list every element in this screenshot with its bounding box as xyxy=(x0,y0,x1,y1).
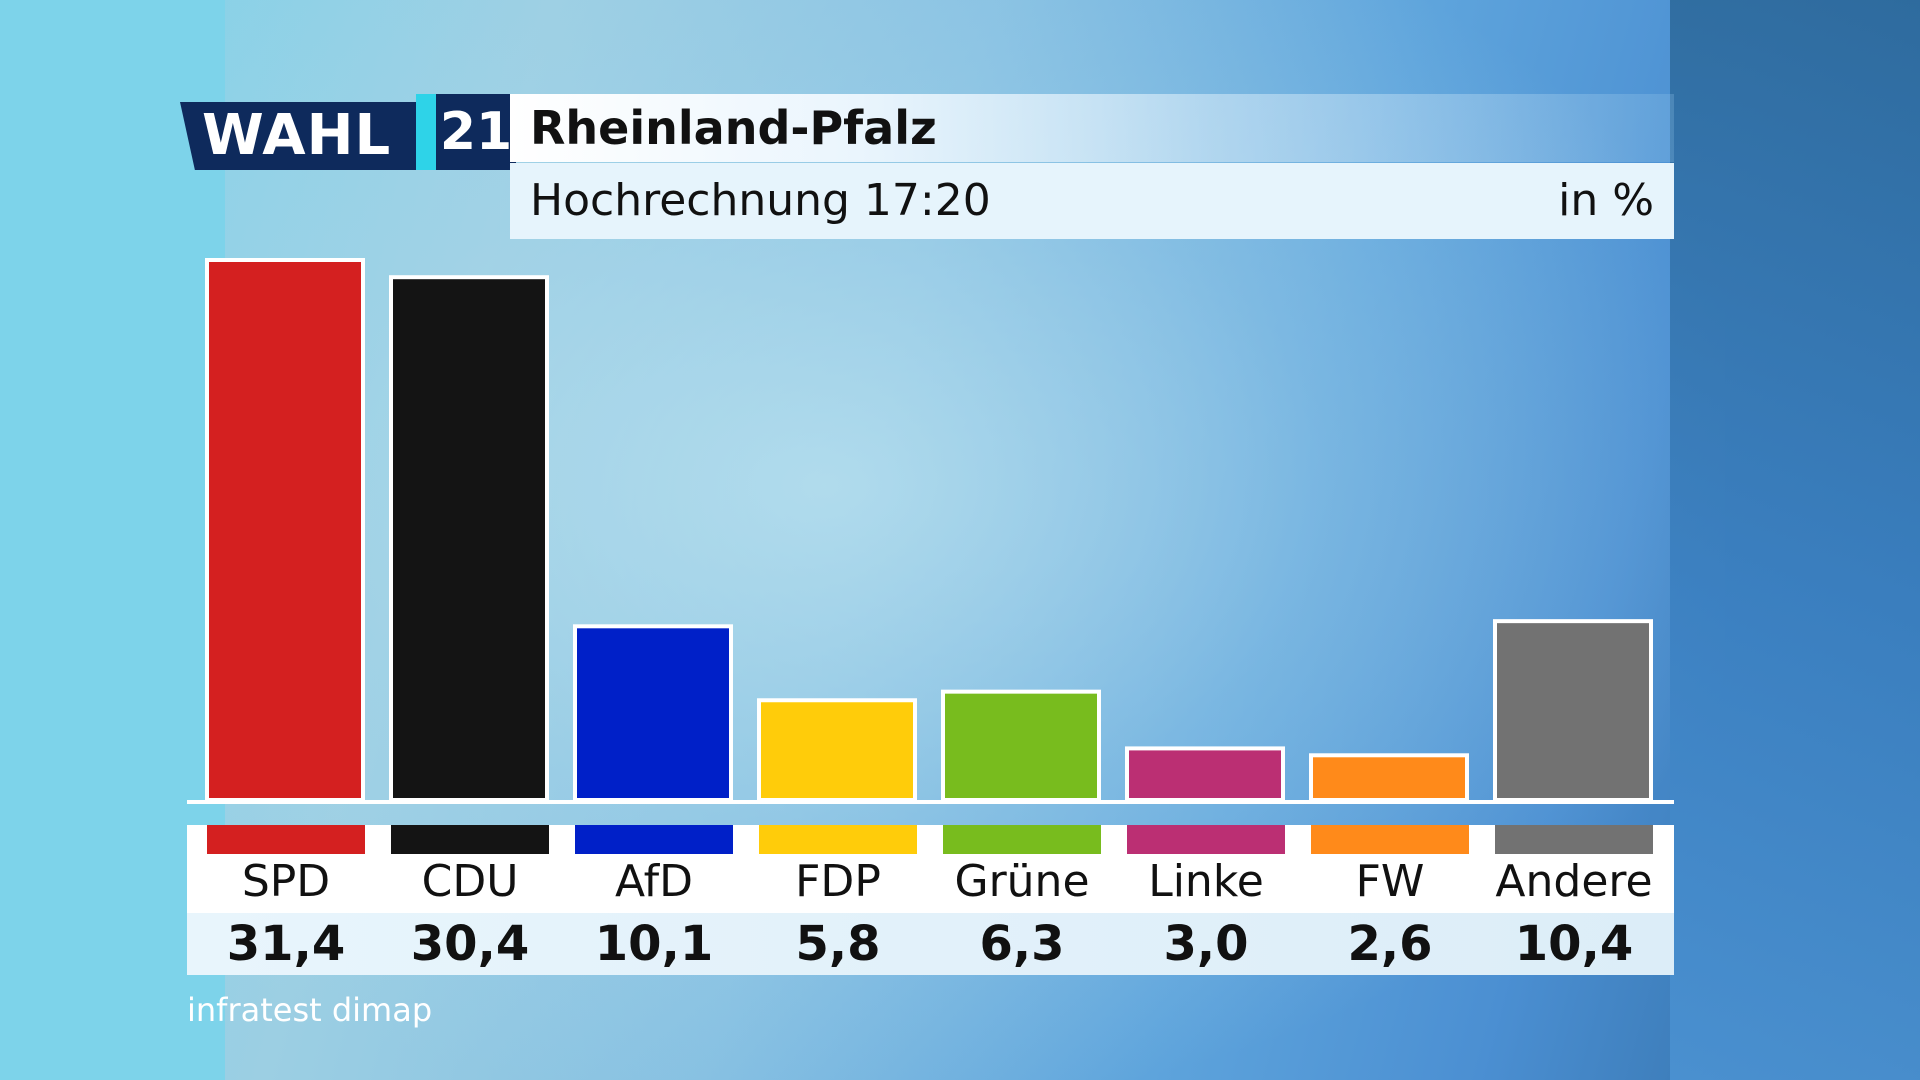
source-label: infratest dimap xyxy=(187,991,433,1029)
party-label: CDU xyxy=(421,856,519,907)
party-label: AfD xyxy=(615,856,693,907)
bar-fdp xyxy=(757,698,917,802)
chart-subtitle-text: Hochrechnung 17:20 xyxy=(530,175,991,226)
logo-year: 21 xyxy=(436,94,516,170)
bar-spd xyxy=(205,258,365,802)
bar-grüne xyxy=(941,689,1101,803)
legend-swatch xyxy=(1495,825,1653,854)
party-label: FDP xyxy=(795,856,881,907)
chart-title: Rheinland-Pfalz xyxy=(510,94,1674,162)
value-label: 6,3 xyxy=(979,916,1065,972)
legend-swatch xyxy=(1311,825,1469,854)
chart-baseline xyxy=(187,800,1674,804)
legend-swatch xyxy=(391,825,549,854)
bar-linke xyxy=(1125,746,1285,803)
party-label: Linke xyxy=(1148,856,1264,907)
party-label: FW xyxy=(1355,856,1425,907)
bar-fw xyxy=(1309,753,1469,802)
legend-swatch xyxy=(1127,825,1285,854)
background-right xyxy=(1670,0,1920,1080)
chart-title-text: Rheinland-Pfalz xyxy=(530,101,937,155)
legend-value-row xyxy=(187,913,1674,975)
legend-table: SPD 31,4 CDU 30,4 AfD 10,1 FDP 5,8 Grüne 6,3 Linke… xyxy=(187,825,1674,975)
wahl-logo: WAHL 21 xyxy=(180,94,516,170)
bar-cdu xyxy=(389,275,549,802)
value-label: 5,8 xyxy=(795,916,881,972)
value-label: 3,0 xyxy=(1163,916,1249,972)
value-label: 31,4 xyxy=(226,916,346,972)
chart-subtitle: Hochrechnung 17:20 in % xyxy=(510,163,1674,239)
legend-swatch xyxy=(943,825,1101,854)
logo-accent-stripe xyxy=(416,94,438,170)
party-label: SPD xyxy=(241,856,331,907)
unit-label: in % xyxy=(1558,175,1654,226)
value-label: 10,1 xyxy=(594,916,714,972)
value-label: 10,4 xyxy=(1514,916,1634,972)
value-label: 2,6 xyxy=(1347,916,1433,972)
party-label: Grüne xyxy=(954,856,1090,907)
party-label: Andere xyxy=(1495,856,1653,907)
value-label: 30,4 xyxy=(410,916,530,972)
legend-swatch xyxy=(575,825,733,854)
legend-swatch xyxy=(759,825,917,854)
logo-wahl-text: WAHL xyxy=(180,102,428,170)
bar-afd xyxy=(573,624,733,802)
legend-swatch xyxy=(207,825,365,854)
bar-andere xyxy=(1493,619,1653,802)
